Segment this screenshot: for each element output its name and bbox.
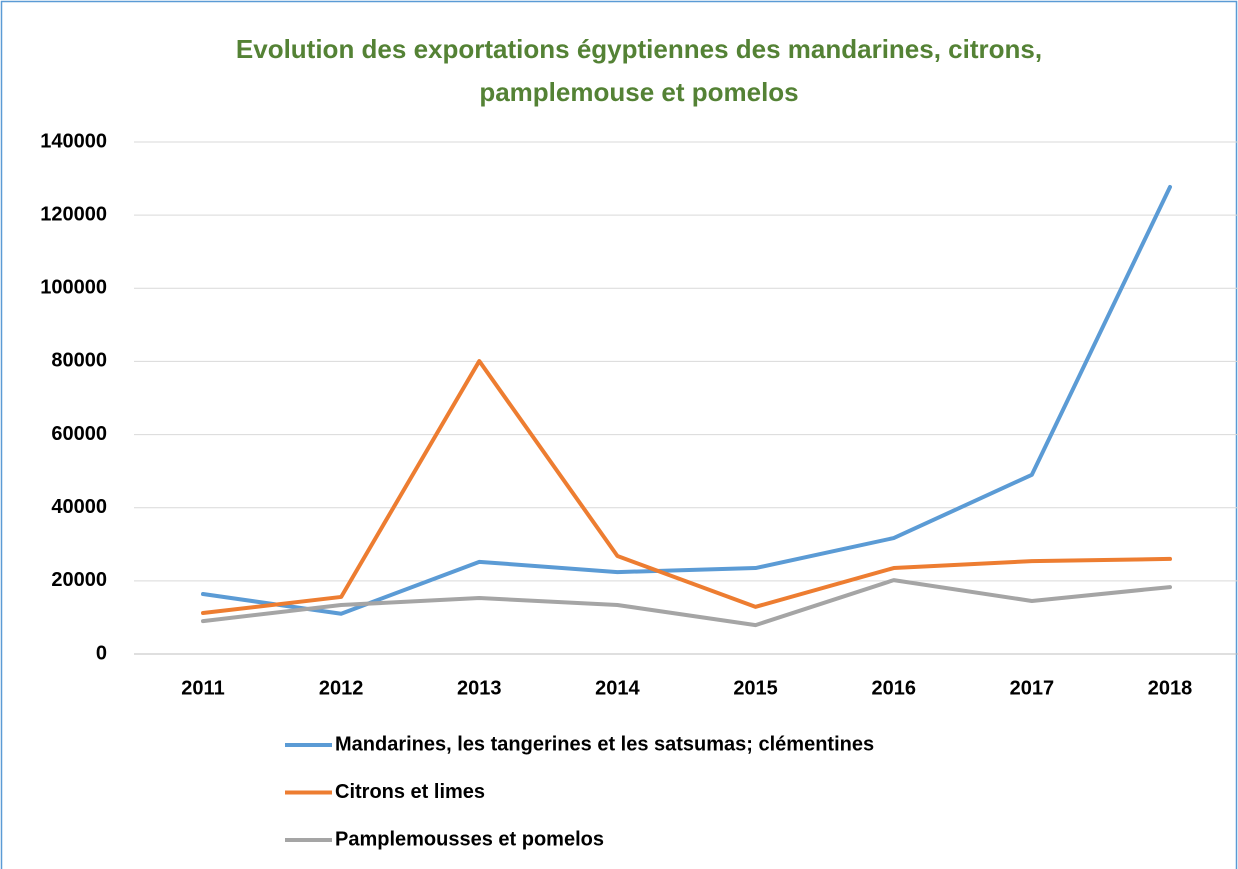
series-line (201, 184, 1172, 616)
x-tick-label: 2011 (181, 677, 224, 699)
x-tick-label: 2012 (319, 677, 364, 699)
y-tick-label: 40000 (51, 496, 107, 518)
y-tick-label: 60000 (51, 423, 107, 445)
legend-label: Mandarines, les tangerines et les satsum… (335, 733, 874, 755)
x-tick-label: 2015 (733, 677, 778, 699)
legend-label: Citrons et limes (335, 781, 485, 803)
x-tick-label: 2013 (457, 677, 502, 699)
y-tick-label: 20000 (51, 569, 107, 591)
y-tick-label: 100000 (40, 277, 107, 299)
x-tick-label: 2016 (871, 677, 916, 699)
series-line (201, 359, 1172, 616)
y-tick-label: 0 (96, 642, 107, 664)
y-tick-label: 80000 (51, 350, 107, 372)
x-tick-label: 2017 (1010, 677, 1055, 699)
x-tick-label: 2014 (595, 677, 640, 699)
y-tick-label: 120000 (40, 203, 107, 225)
series-line (201, 578, 1172, 628)
chart-title: Evolution des exportations égyptiennes d… (235, 34, 1043, 107)
y-tick-label: 140000 (40, 130, 107, 152)
legend-label: Pamplemousses et pomelos (335, 828, 604, 850)
x-tick-label: 2018 (1148, 677, 1193, 699)
